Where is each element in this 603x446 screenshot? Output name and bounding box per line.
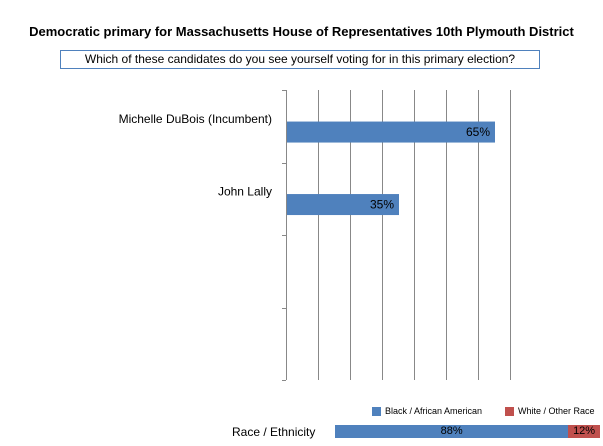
bar-0 bbox=[287, 121, 495, 143]
legend-swatch-white bbox=[505, 406, 514, 416]
race-ethnicity-label: Race / Ethnicity bbox=[232, 425, 316, 439]
chart-title: Democratic primary for Massachusetts Hou… bbox=[29, 24, 574, 39]
bar-value-label: 35% bbox=[370, 198, 394, 212]
bar-value-label: 65% bbox=[466, 125, 490, 139]
category-label: John Lally bbox=[218, 185, 272, 199]
legend-item-white: White / Other Race bbox=[505, 406, 595, 416]
category-label: Michelle DuBois (Incumbent) bbox=[119, 112, 272, 126]
legend-label-white: White / Other Race bbox=[518, 406, 595, 416]
question-box: Which of these candidates do you see you… bbox=[60, 50, 540, 69]
race-stacked-bar: 88% 12% bbox=[335, 425, 600, 438]
segment-white: 12% bbox=[568, 425, 600, 438]
segment-black: 88% bbox=[335, 425, 569, 438]
legend-item-black: Black / African American bbox=[372, 406, 482, 416]
legend-swatch-black bbox=[372, 406, 381, 416]
legend-label-black: Black / African American bbox=[385, 406, 483, 416]
bar-1 bbox=[287, 194, 399, 216]
